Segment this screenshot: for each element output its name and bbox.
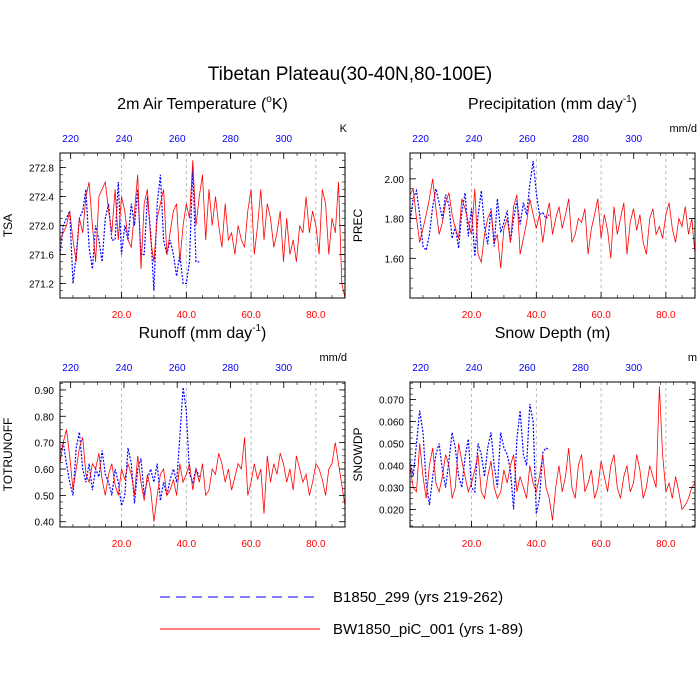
y-tick-label: 0.030 [379, 483, 404, 494]
x-tick-label: 20.0 [112, 310, 132, 321]
series-b1850-line [59, 167, 200, 291]
x-tick-label: 80.0 [656, 310, 676, 321]
y-axis-label: TOTRUNOFF [1, 418, 15, 492]
figure-title: Tibetan Plateau(30-40N,80-100E) [208, 64, 492, 85]
top-tick-label: 220 [62, 134, 79, 145]
x-tick-label: 40.0 [177, 310, 197, 321]
x-tick-label: 40.0 [527, 539, 547, 550]
y-tick-label: 0.60 [35, 465, 55, 476]
top-axis-unit: m [688, 352, 697, 364]
series-b1850-line [409, 403, 550, 514]
panel-tsa: 2m Air Temperature (oK) TSA K 271.2 271.6 272… [1, 94, 348, 321]
panel-title-sup: -1 [252, 323, 261, 334]
x-tick-label: 60.0 [241, 310, 261, 321]
y-tick-label: 2.00 [385, 175, 405, 186]
top-tick-label: 280 [572, 363, 589, 374]
panel-title-sup: -1 [623, 94, 632, 105]
y-axis-label: PREC [351, 208, 365, 242]
top-tick-label: 260 [169, 363, 186, 374]
legend-label-b1850: B1850_299 (yrs 219-262) [333, 589, 503, 606]
top-tick-label: 300 [275, 363, 292, 374]
y-tick-label: 1.80 [385, 215, 405, 226]
panel-prec: Precipitation (mm day-1) PREC mm/d 1.60 1.80… [351, 94, 697, 321]
panel-totrunoff: Runoff (mm day-1) TOTRUNOFF mm/d 0.40 0.50 0.… [1, 323, 347, 550]
top-tick-label: 300 [625, 363, 642, 374]
x-tick-label: 80.0 [656, 539, 676, 550]
series-b1850-line [409, 160, 550, 257]
top-tick-label: 220 [412, 363, 429, 374]
x-tick-label: 20.0 [462, 539, 482, 550]
panel-title: Snow Depth (m) [495, 325, 611, 342]
top-tick-label: 260 [169, 134, 186, 145]
y-axis-label: TSA [1, 214, 15, 237]
top-tick-label: 300 [275, 134, 292, 145]
panel-title: 2m Air Temperature (oK) [117, 94, 288, 113]
y-tick-label: 272.8 [29, 164, 54, 175]
x-tick-label: 80.0 [306, 310, 326, 321]
y-tick-label: 0.90 [35, 386, 55, 397]
y-axis-label: SNOWDP [351, 428, 365, 482]
panel-title: Runoff (mm day-1) [139, 323, 267, 342]
series-bw1850-line [59, 160, 346, 299]
top-tick-label: 280 [222, 363, 239, 374]
series-bw1850-line [409, 386, 696, 521]
y-tick-label: 271.6 [29, 251, 54, 262]
x-tick-label: 80.0 [306, 539, 326, 550]
series-bw1850-line [59, 429, 346, 522]
y-tick-label: 0.060 [379, 418, 404, 429]
top-tick-label: 280 [572, 134, 589, 145]
series-bw1850-line [409, 178, 696, 269]
top-tick-label: 240 [466, 134, 483, 145]
top-axis-unit: mm/d [320, 352, 348, 364]
x-tick-label: 20.0 [462, 310, 482, 321]
top-tick-label: 260 [519, 363, 536, 374]
top-tick-label: 220 [412, 134, 429, 145]
x-tick-label: 40.0 [527, 310, 547, 321]
series-b1850-line [59, 387, 200, 507]
top-tick-label: 220 [62, 363, 79, 374]
y-tick-label: 1.60 [385, 254, 405, 265]
y-tick-label: 272.4 [29, 193, 54, 204]
panel-title-tail: K) [272, 96, 288, 113]
top-axis-unit: K [340, 123, 348, 135]
top-tick-label: 300 [625, 134, 642, 145]
y-tick-label: 0.070 [379, 396, 404, 407]
top-axis-unit: mm/d [670, 123, 698, 135]
panel-title-sup: o [266, 94, 272, 105]
x-tick-label: 60.0 [591, 539, 611, 550]
x-tick-label: 60.0 [241, 539, 261, 550]
y-tick-label: 0.80 [35, 412, 55, 423]
panel-title: Precipitation (mm day-1) [468, 94, 637, 113]
plot-frame [409, 152, 696, 299]
legend: B1850_299 (yrs 219-262) BW1850_piC_001 (… [160, 589, 523, 638]
y-tick-label: 0.040 [379, 461, 404, 472]
x-tick-label: 60.0 [591, 310, 611, 321]
y-tick-label: 271.2 [29, 280, 54, 291]
panel-title-tail: ) [261, 325, 266, 342]
top-tick-label: 240 [116, 134, 133, 145]
panel-snowdp: Snow Depth (m) SNOWDP m 0.020 0.030 0.040 0.05… [351, 325, 697, 550]
panels-group: 2m Air Temperature (oK) TSA K 271.2 271.6 272… [1, 94, 697, 550]
panel-title-tail: ) [632, 96, 637, 113]
y-tick-label: 0.020 [379, 505, 404, 516]
x-tick-label: 20.0 [112, 539, 132, 550]
top-tick-label: 280 [222, 134, 239, 145]
legend-label-bw1850: BW1850_piC_001 (yrs 1-89) [333, 621, 523, 638]
y-tick-label: 272.0 [29, 222, 54, 233]
top-tick-label: 260 [519, 134, 536, 145]
y-tick-label: 0.50 [35, 491, 55, 502]
plot-frame [59, 152, 346, 299]
y-tick-label: 0.050 [379, 440, 404, 451]
y-tick-label: 0.40 [35, 518, 55, 529]
plot-frame [409, 381, 696, 528]
top-tick-label: 240 [466, 363, 483, 374]
top-tick-label: 240 [116, 363, 133, 374]
x-tick-label: 40.0 [177, 539, 197, 550]
y-tick-label: 0.70 [35, 439, 55, 450]
